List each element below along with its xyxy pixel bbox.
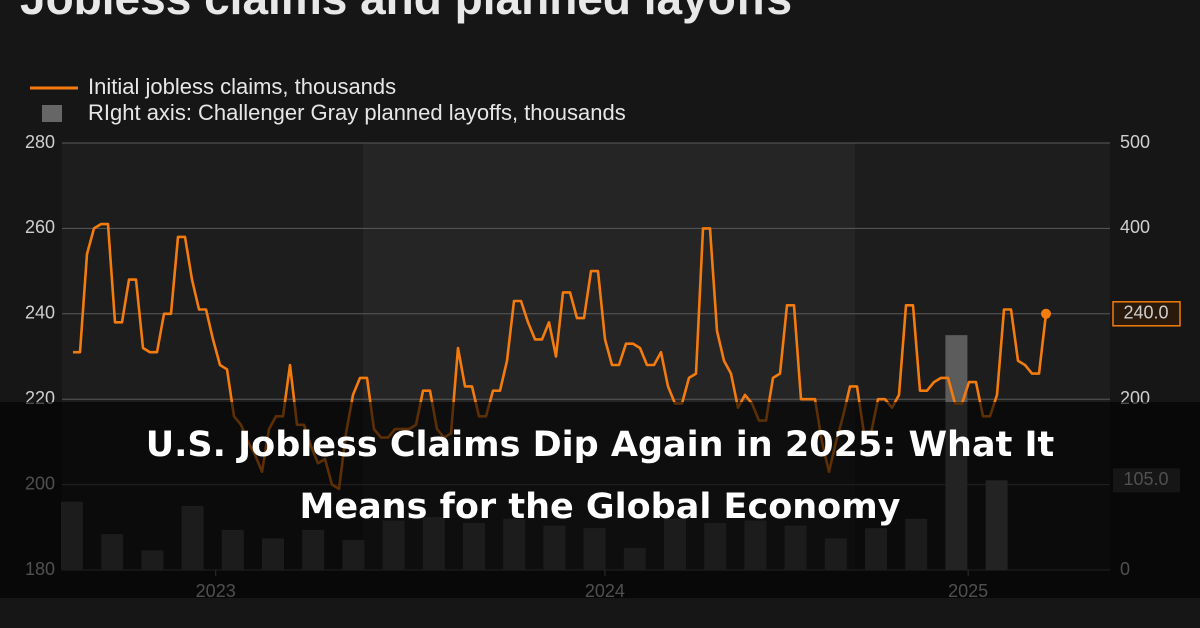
- end-label-box: [1112, 301, 1181, 327]
- chart-title: Jobless claims and planned layoffs: [20, 0, 792, 24]
- banner-text: Means for the Global Economy: [300, 487, 901, 527]
- banner-band: [0, 402, 1200, 598]
- y2-tick-label: 400: [1120, 217, 1150, 237]
- y-tick-label: 240: [25, 303, 55, 323]
- end-label: 240.0: [1123, 303, 1168, 323]
- y-tick-label: 260: [25, 217, 55, 237]
- legend-label: RIght axis: Challenger Gray planned layo…: [88, 100, 626, 125]
- banner-text: U.S. Jobless Claims Dip Again in 2025: W…: [146, 425, 1055, 465]
- legend-swatch: [42, 105, 62, 122]
- legend-label: Initial jobless claims, thousands: [88, 74, 396, 99]
- y-tick-label: 280: [25, 132, 55, 152]
- end-dot: [1041, 308, 1051, 319]
- y2-tick-label: 500: [1120, 132, 1150, 152]
